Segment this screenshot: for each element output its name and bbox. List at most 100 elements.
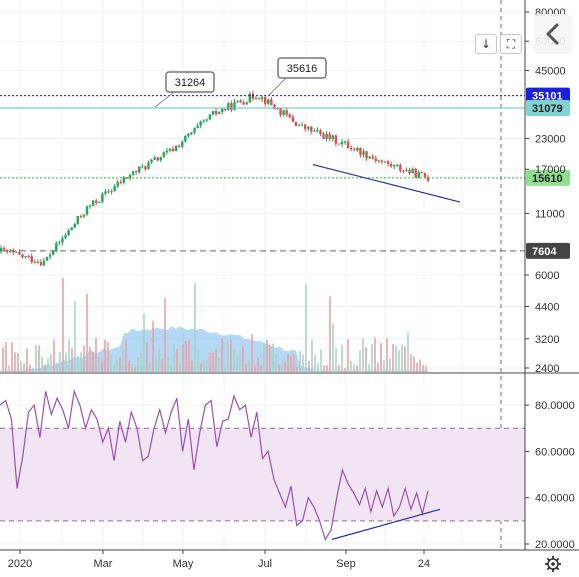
candle-body (291, 116, 295, 122)
candle-body (61, 238, 64, 243)
volume-bar (308, 360, 310, 372)
volume-bar (293, 353, 295, 372)
volume-bar (191, 360, 193, 372)
x-tick-label: 24 (418, 558, 430, 570)
volume-bar (218, 358, 220, 372)
volume-bar (68, 339, 70, 372)
y-tick-label: 45000 (535, 65, 566, 77)
candle-body (396, 165, 399, 167)
candle-body (159, 157, 162, 161)
candle-body (141, 166, 144, 168)
candle-body (122, 177, 126, 183)
candle-body (116, 181, 119, 187)
gear-icon (545, 556, 561, 572)
candle-body (193, 128, 196, 133)
volume-bar (221, 337, 223, 372)
candle-body (368, 156, 371, 159)
candle-body (2, 247, 6, 250)
candle-body (214, 111, 218, 114)
candle-body (254, 98, 258, 100)
volume-bar (380, 343, 382, 372)
volume-bar (203, 360, 205, 372)
volume-bar (335, 348, 337, 372)
candle-body (377, 160, 381, 162)
candle-body (64, 235, 67, 239)
candle-body (76, 216, 79, 224)
volume-bar (227, 341, 229, 372)
candle-body (18, 251, 21, 255)
download-button[interactable]: ↓ (475, 34, 497, 54)
volume-bar (140, 352, 142, 372)
volume-bar (215, 348, 217, 372)
price-badge-15610 (526, 169, 570, 186)
volume-bar (125, 339, 127, 372)
candle-body (420, 171, 424, 173)
volume-bar (245, 364, 247, 372)
volume-bar (341, 344, 343, 372)
volume-bar (155, 357, 157, 372)
candle-body (42, 260, 46, 266)
candle-body (399, 165, 402, 171)
volume-bar (11, 341, 13, 372)
candle-body (359, 147, 362, 155)
volume-bar (110, 354, 112, 372)
candle-body (319, 130, 322, 135)
rsi-y-tick-label: 40.0000 (535, 493, 575, 505)
volume-bar (242, 345, 244, 372)
candle-body (371, 156, 374, 159)
volume-bar (425, 365, 427, 372)
volume-bar (113, 365, 115, 372)
candle-body (85, 206, 89, 215)
candle-body (227, 103, 230, 110)
volume-bar (206, 361, 208, 372)
volume-bar (83, 345, 85, 372)
candle-body (316, 130, 319, 132)
collapse-panel-button[interactable] (534, 14, 572, 54)
candle-body (82, 214, 86, 217)
candle-body (48, 254, 52, 257)
volume-bar (41, 356, 43, 372)
volume-bar (395, 345, 397, 372)
candle-body (285, 110, 288, 115)
candle-body (153, 157, 156, 160)
volume-bar (71, 348, 73, 372)
candle-body (177, 145, 181, 147)
candle-body (9, 251, 12, 253)
volume-bar (89, 346, 91, 372)
rsi-trendline (331, 508, 441, 540)
volume-bar (17, 352, 19, 372)
candle-body (411, 168, 414, 174)
volume-bar (320, 349, 322, 372)
candle-body (88, 205, 92, 207)
volume-bar (107, 341, 109, 372)
volume-bar (50, 354, 52, 372)
candle-body (5, 249, 9, 252)
candle-body (113, 186, 116, 192)
callout-box (165, 71, 215, 93)
volume-bar (260, 364, 262, 372)
y-tick-label: 11000 (535, 208, 565, 220)
main-pane: 31264 35616 (0, 57, 525, 372)
volume-bar (392, 344, 394, 372)
candle-body (125, 177, 129, 179)
price-badge-label-15610: 15610 (532, 173, 563, 185)
fullscreen-button[interactable]: ⛶ (500, 34, 522, 54)
volume-bar (377, 362, 379, 372)
price-trendline (312, 163, 461, 203)
volume-bar (248, 360, 250, 372)
candle-body (21, 254, 24, 258)
candle-body (279, 107, 282, 115)
candle-body (190, 132, 193, 134)
y-tick-label: 3200 (535, 334, 559, 346)
volume-bar (116, 360, 118, 372)
volume-bar (185, 340, 187, 372)
volume-bar (149, 361, 151, 372)
x-tick-label: 2020 (8, 558, 32, 570)
volume-bar (44, 365, 46, 372)
volume-bar (119, 357, 121, 372)
volume-bar (413, 356, 415, 372)
candle-body (217, 111, 221, 114)
volume-bar (98, 355, 100, 372)
candle-body (282, 110, 285, 115)
price-badge-label-7604: 7604 (532, 246, 557, 258)
